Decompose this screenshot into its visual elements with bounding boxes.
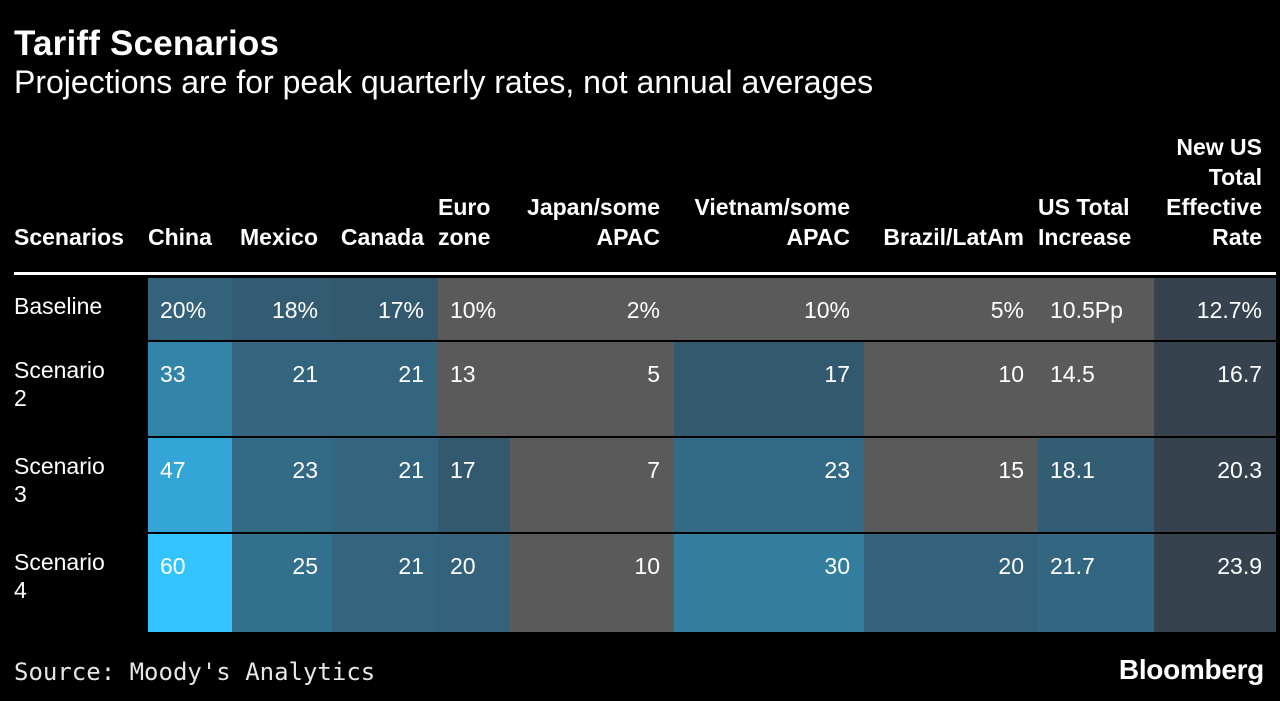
column-header-line: China (148, 224, 212, 250)
table-cell: 21 (332, 438, 438, 532)
table-cell: 10 (510, 534, 674, 632)
table-cell: 18% (232, 278, 332, 342)
row-divider (14, 532, 1276, 534)
table-cell: 17 (674, 342, 864, 436)
column-header-line: Japan/some (527, 194, 660, 220)
table-cell: 12.7% (1154, 278, 1276, 342)
row-label-line: Baseline (14, 293, 103, 319)
chart-subtitle: Projections are for peak quarterly rates… (14, 64, 874, 100)
table-cell: 21 (332, 534, 438, 632)
table-cell: 23 (674, 438, 864, 532)
column-header-brazil: Brazil/LatAm (864, 222, 1024, 252)
table-cell: 7 (510, 438, 674, 532)
row-label: Baseline (14, 292, 102, 320)
row-label-line: Scenario (14, 357, 105, 383)
column-header-line: Euro (438, 194, 491, 220)
bloomberg-logo: Bloomberg (1118, 654, 1264, 685)
column-header-eurozone: Euro zone (438, 192, 510, 252)
row-label: Scenario 3 (14, 452, 105, 508)
table-cell: 14.5 (1038, 342, 1154, 436)
table-cell: 13 (438, 342, 510, 436)
table-cell: 33 (148, 342, 232, 436)
table-cell: 23.9 (1154, 534, 1276, 632)
column-header-canada: Canada (332, 222, 424, 252)
column-header-line: Rate (1212, 224, 1262, 250)
table-cell: 15 (864, 438, 1038, 532)
column-header-new_us_rate: New US Total Effective Rate (1154, 132, 1262, 252)
table-cell: 21 (332, 342, 438, 436)
table-cell: 5 (510, 342, 674, 436)
source-note: Source: Moody's Analytics (14, 658, 376, 686)
row-label: Scenario 4 (14, 548, 105, 604)
table-cell: 10 (864, 342, 1038, 436)
table-cell: 10.5Pp (1038, 278, 1154, 342)
column-header-line: Scenarios (14, 224, 124, 250)
column-header-line: US Total (1038, 194, 1130, 220)
table-cell: 21 (232, 342, 332, 436)
table-cell: 20.3 (1154, 438, 1276, 532)
table-cell: 17 (438, 438, 510, 532)
row-divider (14, 436, 1276, 438)
chart-title: Tariff Scenarios (14, 24, 280, 63)
header-rule (14, 272, 1276, 275)
row-label: Scenario 2 (14, 356, 105, 412)
column-header-vietnam: Vietnam/some APAC (674, 192, 850, 252)
row-label-line: 2 (14, 385, 27, 411)
column-header-line: Total (1208, 164, 1262, 190)
table-cell: 23 (232, 438, 332, 532)
row-label-line: Scenario (14, 453, 105, 479)
column-header-line: Effective (1166, 194, 1262, 220)
column-header-us_total_increase: US Total Increase (1038, 192, 1154, 252)
column-header-line: Vietnam/some (694, 194, 850, 220)
column-header-line: Increase (1038, 224, 1132, 250)
column-header-line: APAC (596, 224, 660, 250)
column-header-line: zone (438, 224, 491, 250)
table-cell: 16.7 (1154, 342, 1276, 436)
table-cell: 20 (438, 534, 510, 632)
column-header-china: China (148, 222, 232, 252)
column-header-scenario: Scenarios (14, 222, 148, 252)
column-header-line: Canada (340, 224, 424, 250)
table-cell: 10% (438, 278, 510, 342)
row-label-line: 4 (14, 577, 27, 603)
column-header-line: APAC (786, 224, 850, 250)
row-divider (14, 340, 1276, 342)
table-cell: 60 (148, 534, 232, 632)
column-header-mexico: Mexico (232, 222, 318, 252)
column-header-line: Mexico (240, 224, 318, 250)
table-cell: 25 (232, 534, 332, 632)
table-cell: 17% (332, 278, 438, 342)
row-label-line: Scenario (14, 549, 105, 575)
table-cell: 5% (864, 278, 1038, 342)
column-header-japan: Japan/some APAC (510, 192, 660, 252)
table-cell: 21.7 (1038, 534, 1154, 632)
row-label-line: 3 (14, 481, 27, 507)
table-cell: 30 (674, 534, 864, 632)
table-cell: 2% (510, 278, 674, 342)
column-header-line: New US (1176, 134, 1262, 160)
table-cell: 20 (864, 534, 1038, 632)
table-cell: 47 (148, 438, 232, 532)
table-cell: 20% (148, 278, 232, 342)
column-header-line: Brazil/LatAm (883, 224, 1024, 250)
table-cell: 18.1 (1038, 438, 1154, 532)
table-cell: 10% (674, 278, 864, 342)
